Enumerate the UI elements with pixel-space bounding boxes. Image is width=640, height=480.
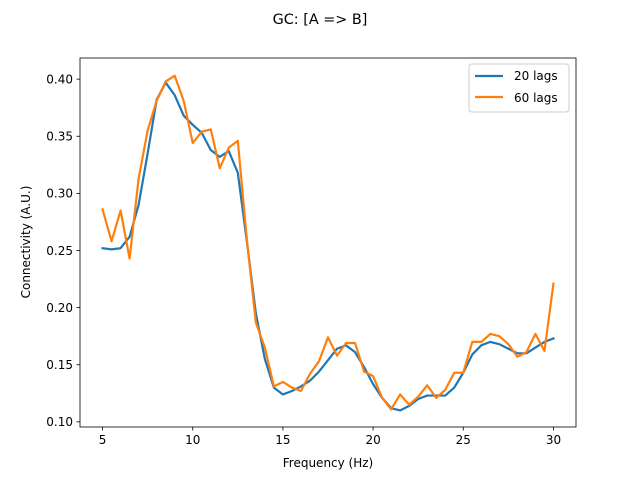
legend-label-20-lags: 20 lags (514, 69, 558, 83)
y-axis-label: Connectivity (A.U.) (19, 186, 33, 299)
x-axis-label: Frequency (Hz) (283, 456, 374, 470)
legend-label-60-lags: 60 lags (514, 91, 558, 105)
legend: 20 lags 60 lags (468, 63, 570, 113)
y-tick-label: 0.30 (46, 187, 73, 201)
x-tick-label: 5 (99, 433, 107, 447)
x-tick-label: 25 (456, 433, 471, 447)
x-tick-label: 15 (275, 433, 290, 447)
series-line-20-lags (101, 81, 555, 412)
x-tick-label: 30 (546, 433, 561, 447)
x-tick-label: 10 (185, 433, 200, 447)
x-tick-label: 20 (365, 433, 380, 447)
y-tick-label: 0.25 (46, 244, 73, 258)
y-tick-label: 0.15 (46, 358, 73, 372)
y-tick-label: 0.40 (46, 72, 73, 86)
series-line-60-lags (101, 74, 555, 411)
y-tick-label: 0.20 (46, 301, 73, 315)
plot-area (80, 58, 576, 427)
chart-title: GC: [A => B] (273, 12, 368, 28)
y-tick-label: 0.35 (46, 130, 73, 144)
y-tick-label: 0.10 (46, 415, 73, 429)
plot-frame (79, 57, 577, 428)
axes-layer: 5 10 15 20 25 30 0.10 0.15 0.20 0.25 0.30 0.35 0.40 (46, 72, 561, 447)
series-layer (101, 74, 555, 412)
